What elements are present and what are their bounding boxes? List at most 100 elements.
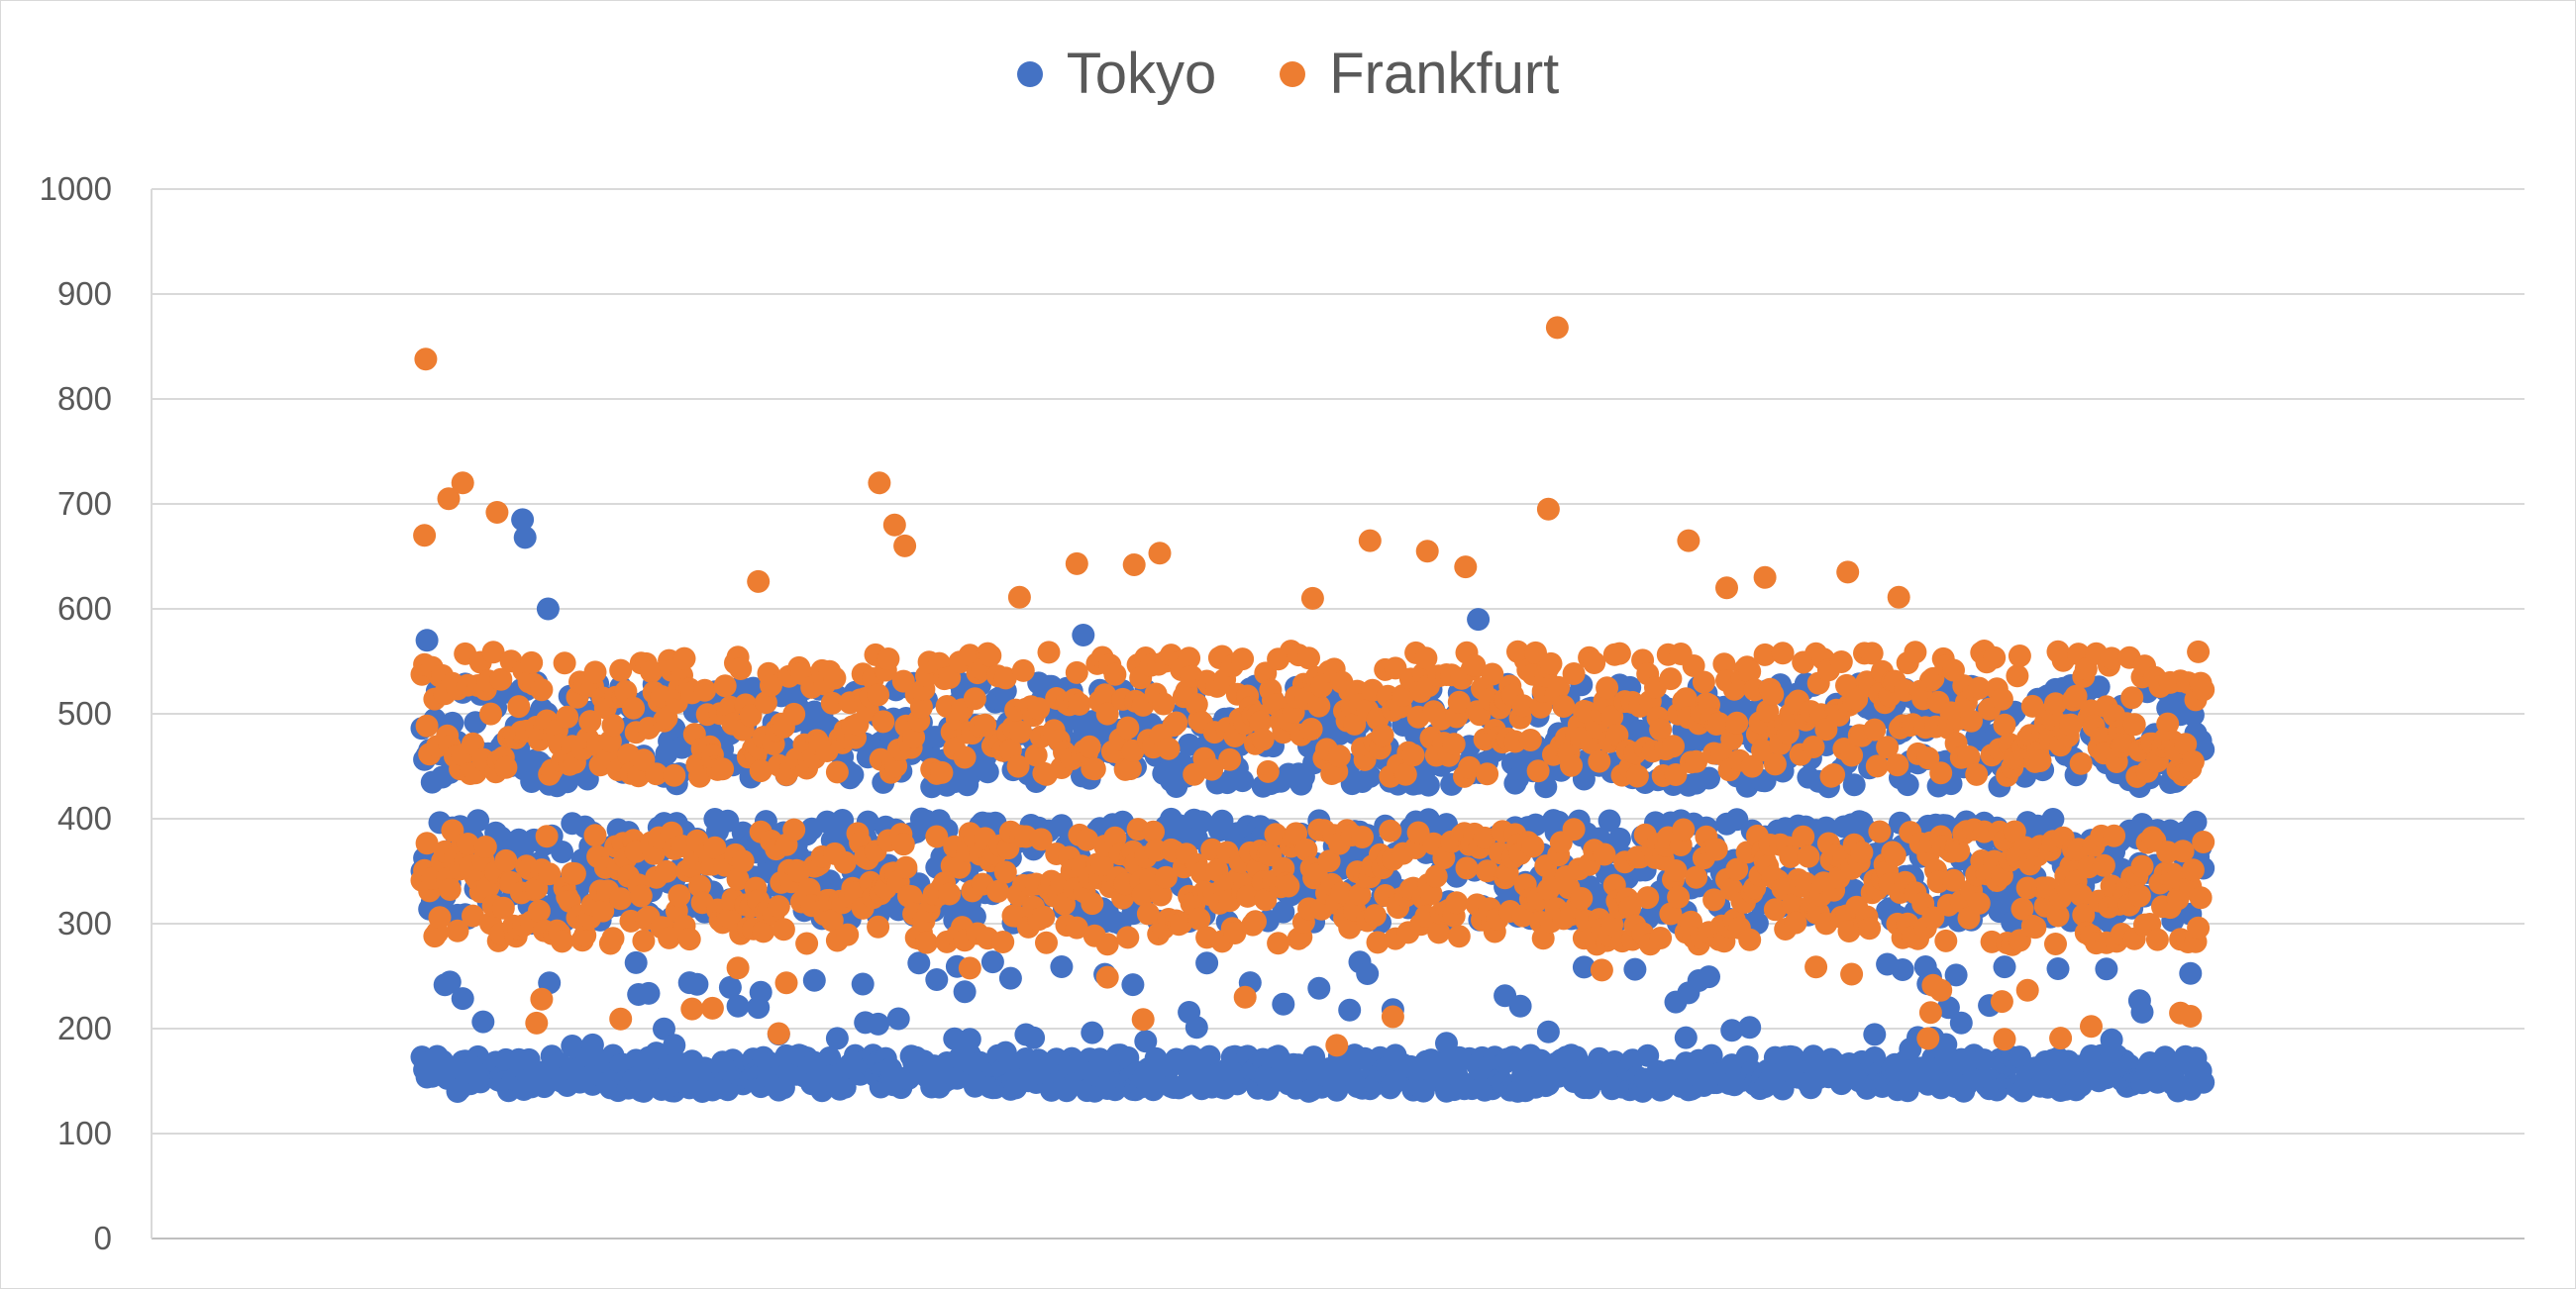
- y-tick-label: 600: [57, 590, 112, 627]
- frankfurt-point: [1934, 929, 1958, 952]
- frankfurt-point: [1552, 695, 1576, 718]
- tokyo-point: [1674, 1026, 1698, 1049]
- frankfurt-point: [1692, 670, 1715, 694]
- frankfurt-point: [2174, 733, 2198, 756]
- tokyo-point: [1272, 992, 1295, 1016]
- frankfurt-point: [1547, 675, 1571, 699]
- frankfurt-point: [1993, 1028, 2016, 1051]
- frankfurt-point: [1351, 826, 1374, 848]
- frankfurt-point: [1178, 646, 1201, 670]
- frankfurt-point: [525, 1011, 549, 1035]
- tokyo-point: [1231, 769, 1255, 793]
- frankfurt-point: [1738, 928, 1762, 951]
- frankfurt-point: [640, 659, 664, 683]
- y-tick-label: 700: [57, 485, 112, 522]
- frankfurt-point: [1850, 841, 1874, 864]
- frankfurt-point: [1419, 882, 1443, 906]
- frankfurt-point: [609, 887, 633, 911]
- frankfurt-point: [1916, 746, 1940, 770]
- frankfurt-point: [1236, 884, 1260, 908]
- frankfurt-point: [494, 755, 518, 779]
- frankfurt-point: [1481, 662, 1504, 686]
- axis: 0 100 200 300 400 500 600 700 800 900 1000: [40, 170, 153, 1256]
- frankfurt-point: [2069, 751, 2093, 775]
- frankfurt-point: [899, 885, 923, 908]
- data-points: [410, 316, 2215, 1103]
- tokyo-point: [818, 1046, 842, 1069]
- frankfurt-point: [1007, 585, 1031, 609]
- frankfurt-point: [767, 895, 790, 919]
- tokyo-point: [825, 1027, 849, 1050]
- frankfurt-point: [1009, 720, 1033, 744]
- frankfurt-point: [867, 683, 890, 707]
- tokyo-point: [1607, 827, 1631, 850]
- frankfurt-point: [2010, 897, 2034, 921]
- tokyo-point: [976, 760, 999, 784]
- frankfurt-point: [1065, 916, 1088, 940]
- frankfurt-point: [1285, 822, 1308, 845]
- frankfurt-point: [1725, 857, 1749, 881]
- frankfurt-point: [446, 919, 469, 942]
- frankfurt-point: [1947, 840, 1971, 863]
- tokyo-point: [1700, 1043, 1723, 1067]
- frankfurt-point: [1664, 763, 1688, 786]
- frankfurt-point: [760, 673, 782, 697]
- tokyo-point: [1842, 878, 1866, 902]
- frankfurt-point: [2122, 713, 2146, 737]
- frankfurt-point: [645, 762, 669, 786]
- frankfurt-point: [1761, 682, 1785, 706]
- frankfurt-point: [930, 760, 954, 784]
- frankfurt-point: [494, 848, 518, 872]
- frankfurt-point: [774, 971, 798, 995]
- frankfurt-point: [1562, 818, 1586, 842]
- frankfurt-point: [820, 909, 844, 933]
- frankfurt-point: [1154, 865, 1178, 889]
- tokyo-point: [1623, 957, 1647, 981]
- frankfurt-point: [872, 710, 895, 734]
- frankfurt-point: [1233, 985, 1257, 1009]
- frankfurt-point: [1916, 1027, 1940, 1050]
- y-tick-label: 400: [57, 800, 112, 837]
- frankfurt-point: [953, 745, 977, 769]
- frankfurt-point: [1829, 650, 1853, 673]
- frankfurt-point: [1521, 835, 1545, 858]
- tokyo-point: [1338, 998, 1362, 1022]
- frankfurt-point: [1082, 757, 1106, 781]
- tokyo-point: [451, 987, 474, 1011]
- tokyo-point: [998, 966, 1022, 990]
- tokyo-point: [726, 994, 750, 1018]
- frankfurt-point: [963, 687, 986, 711]
- frankfurt-point: [1685, 749, 1708, 773]
- frankfurt-point: [438, 878, 462, 901]
- frankfurt-point: [993, 860, 1017, 884]
- frankfurt-point: [1148, 542, 1172, 565]
- frankfurt-point: [993, 666, 1017, 690]
- frankfurt-point: [1702, 888, 1726, 912]
- frankfurt-point: [1562, 662, 1586, 685]
- legend-item-frankfurt[interactable]: Frankfurt: [1280, 41, 1559, 107]
- tokyo-point: [1195, 951, 1219, 975]
- frankfurt-point: [658, 926, 681, 949]
- frankfurt-point: [894, 855, 918, 879]
- frankfurt-point: [1625, 764, 1649, 788]
- frankfurt-point: [1103, 662, 1127, 686]
- frankfurt-point: [553, 651, 576, 675]
- frankfurt-point: [1371, 724, 1394, 747]
- frankfurt-point: [1740, 754, 1764, 778]
- tokyo-point: [1508, 994, 1532, 1018]
- frankfurt-point: [1200, 757, 1224, 781]
- tokyo-point: [2179, 961, 2203, 985]
- frankfurt-marker-icon: [1280, 60, 1306, 87]
- frankfurt-point: [2092, 853, 2115, 877]
- legend-item-tokyo[interactable]: Tokyo: [1016, 41, 1216, 107]
- tokyo-point: [624, 950, 648, 974]
- tokyo-point: [2130, 1000, 2154, 1024]
- frankfurt-point: [1445, 891, 1469, 915]
- tokyo-point: [1993, 955, 2016, 979]
- frankfurt-point: [462, 904, 484, 928]
- frankfurt-point: [1802, 736, 1825, 758]
- frankfurt-point: [1593, 843, 1616, 866]
- frankfurt-point: [2059, 713, 2083, 737]
- frankfurt-point: [1863, 718, 1887, 742]
- frankfurt-point: [1256, 759, 1280, 783]
